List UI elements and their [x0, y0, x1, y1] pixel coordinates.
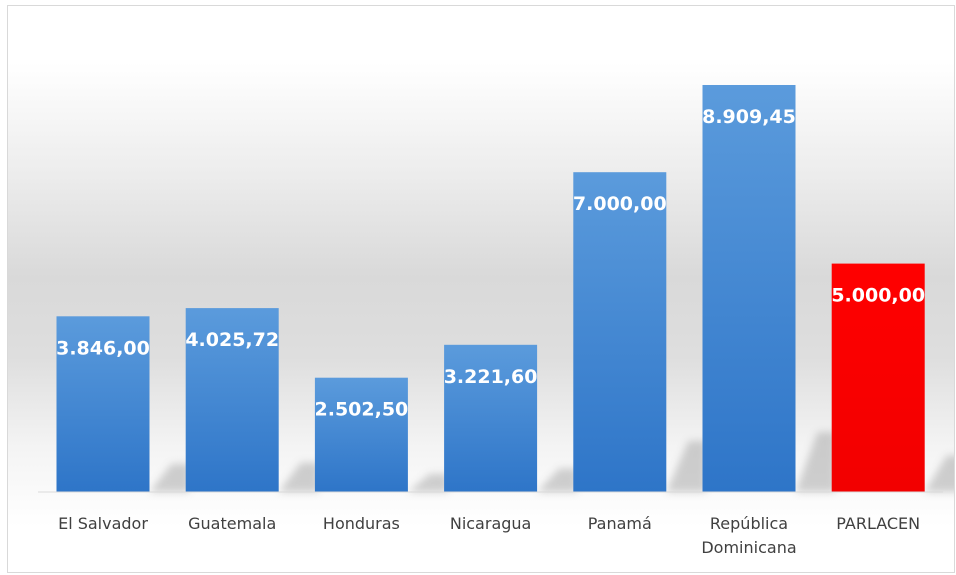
bar-shadow — [537, 468, 578, 492]
category-label: Guatemala — [188, 514, 276, 533]
category-label: República — [710, 514, 788, 533]
category-label: Honduras — [323, 514, 400, 533]
bar-panam- — [573, 172, 667, 492]
bar-shadow — [924, 455, 954, 492]
chart-frame: 3.846,00 4.025,72 2.502,50 3.221,60 7.000,00… — [7, 5, 955, 573]
bar-shadow — [149, 463, 190, 492]
bar-shadow — [278, 462, 319, 492]
data-label: 4.025,72 — [185, 329, 279, 351]
bar-rep-blica-dominicana — [702, 85, 796, 492]
bar-shadows — [149, 432, 954, 492]
bar-nicaragua — [444, 344, 538, 492]
bar-shadow — [666, 440, 707, 492]
bars-group — [56, 85, 925, 492]
data-label: 2.502,50 — [315, 399, 409, 421]
data-label: 5.000,00 — [831, 285, 925, 307]
category-label: Panamá — [588, 514, 652, 533]
bar-parlacen — [831, 263, 925, 492]
category-label: Dominicana — [701, 538, 796, 557]
data-label: 3.846,00 — [56, 337, 150, 359]
bar-honduras — [314, 377, 408, 492]
bar-el-salvador — [56, 316, 150, 492]
bar-shadow — [407, 473, 448, 492]
data-label: 8.909,45 — [702, 106, 796, 128]
category-label: El Salvador — [58, 514, 148, 533]
data-label: 7.000,00 — [573, 193, 667, 215]
bar-guatemala — [185, 308, 279, 492]
category-label: Nicaragua — [450, 514, 532, 533]
category-labels-group: El Salvador Guatemala Honduras Nicaragua Pan… — [58, 514, 920, 557]
category-label: PARLACEN — [836, 514, 920, 533]
data-labels-group: 3.846,00 4.025,72 2.502,50 3.221,60 7.000,00… — [56, 106, 925, 421]
data-label: 3.221,60 — [444, 366, 538, 388]
bar-shadow — [795, 432, 836, 492]
bar-chart: 3.846,00 4.025,72 2.502,50 3.221,60 7.000,00… — [38, 85, 954, 557]
